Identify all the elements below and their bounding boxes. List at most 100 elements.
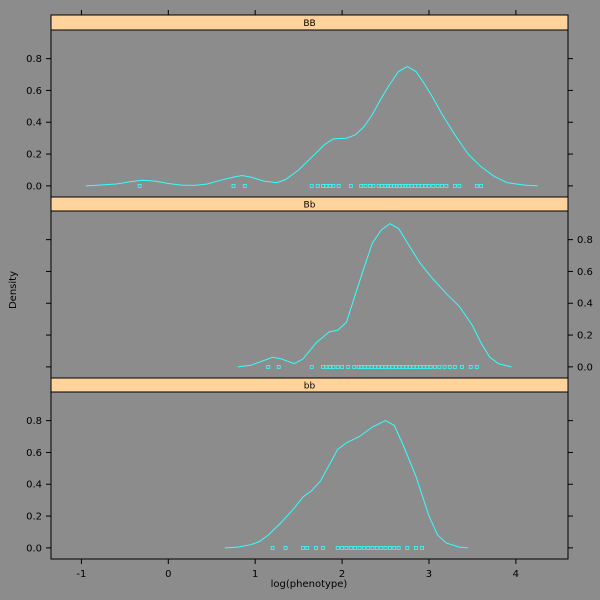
rug-point — [370, 546, 375, 550]
rug-point — [283, 546, 288, 550]
rug-point — [418, 364, 423, 369]
rug-point — [374, 546, 379, 550]
rug-point — [331, 183, 336, 188]
rug-point — [397, 364, 402, 369]
rug-point — [474, 183, 479, 188]
y-tick-label: 0.4 — [577, 299, 593, 310]
rug-point — [423, 183, 428, 188]
rug-point — [405, 546, 410, 550]
rug-point — [357, 546, 362, 550]
panel-Bb: Bb 0.0 0.2 0.4 0.6 0.8 — [46, 196, 593, 379]
rug-point — [453, 364, 457, 369]
rug-point — [411, 364, 416, 369]
rug-point — [428, 364, 433, 369]
rug-point — [457, 183, 462, 188]
rug-point — [435, 183, 440, 188]
rug-point — [353, 546, 358, 550]
rug-point — [416, 183, 421, 188]
rug-point — [324, 364, 329, 369]
rug-point — [404, 364, 409, 369]
rug-point — [420, 183, 424, 188]
rug-point — [413, 546, 418, 550]
panel-border-bb — [50, 391, 569, 560]
rug-point — [340, 546, 345, 550]
y-tick-label: 0.0 — [26, 543, 42, 554]
rug-point — [392, 546, 397, 550]
rug-point — [460, 364, 464, 369]
rug-point — [425, 364, 430, 369]
rug-point — [444, 183, 449, 188]
rug-point — [427, 183, 431, 188]
rug-point — [137, 183, 142, 188]
rug-point — [390, 364, 395, 369]
rug-point — [420, 546, 424, 550]
rug-point — [479, 183, 484, 188]
rug-point — [301, 546, 305, 550]
rug-point — [335, 546, 340, 550]
rug-point — [406, 183, 411, 188]
rug-point — [359, 183, 364, 188]
rug-point — [396, 546, 401, 550]
rug-point — [397, 183, 402, 188]
y-tick-label: 0.4 — [26, 480, 42, 491]
rug-point — [314, 546, 318, 550]
x-tick-label: 1 — [252, 569, 258, 580]
density-curve-Bb — [237, 223, 512, 368]
rug-point — [331, 364, 336, 369]
y-tick-label: 0.8 — [577, 235, 593, 246]
rug-point — [321, 546, 325, 550]
rug-point — [231, 183, 236, 188]
rug-point — [387, 364, 391, 369]
density-curve-BB — [85, 66, 538, 187]
x-tick-label: 4 — [513, 569, 519, 580]
y-tick-label: 0.2 — [26, 512, 42, 523]
x-axis: -1 0 1 2 3 4 — [76, 559, 519, 580]
rug-point — [309, 364, 314, 369]
y-tick-label: 0.6 — [26, 86, 42, 97]
rug-point — [421, 364, 426, 369]
rug-point — [367, 183, 372, 188]
y-tick-label: 0.6 — [26, 448, 42, 459]
rug-point — [335, 364, 340, 369]
rug-point — [392, 183, 397, 188]
rug-point — [242, 183, 247, 188]
x-axis-label: log(phenotype) — [271, 579, 348, 590]
rug-point — [379, 546, 384, 550]
x-tick-label: -1 — [76, 569, 86, 580]
rug-point — [409, 183, 414, 188]
y-tick-label: 0.6 — [577, 267, 593, 278]
rug-point — [366, 546, 371, 550]
rug-point — [376, 364, 381, 369]
rug-point — [348, 546, 353, 550]
y-axis-label: Density — [8, 271, 19, 309]
rug-point — [324, 183, 329, 188]
rug-point — [346, 364, 351, 369]
rug-point — [309, 183, 314, 188]
rug-point — [327, 183, 332, 188]
rug-point — [363, 183, 368, 188]
y-tick-label: 0.8 — [26, 54, 42, 65]
rug-point — [270, 546, 275, 550]
rug-point — [276, 364, 281, 369]
x-tick-label: 2 — [339, 569, 345, 580]
rug-point — [315, 183, 320, 188]
rug-point — [305, 546, 310, 550]
density-curve-bb — [224, 420, 469, 549]
rug-point — [387, 546, 392, 550]
rug-point — [373, 364, 378, 369]
y-tick-label: 0.2 — [577, 331, 593, 342]
rug-point — [352, 364, 357, 369]
rug-point — [474, 364, 479, 369]
rug-point — [383, 364, 388, 369]
x-tick-label: 0 — [165, 569, 171, 580]
y-tick-label: 0.2 — [26, 150, 42, 161]
rug-point — [336, 183, 341, 188]
rug-point — [361, 546, 366, 550]
rug-point — [447, 364, 452, 369]
rug-point — [431, 183, 436, 188]
rug-point — [369, 364, 374, 369]
rug-point — [383, 546, 388, 550]
rug-point — [348, 183, 353, 188]
rug-point — [327, 364, 332, 369]
